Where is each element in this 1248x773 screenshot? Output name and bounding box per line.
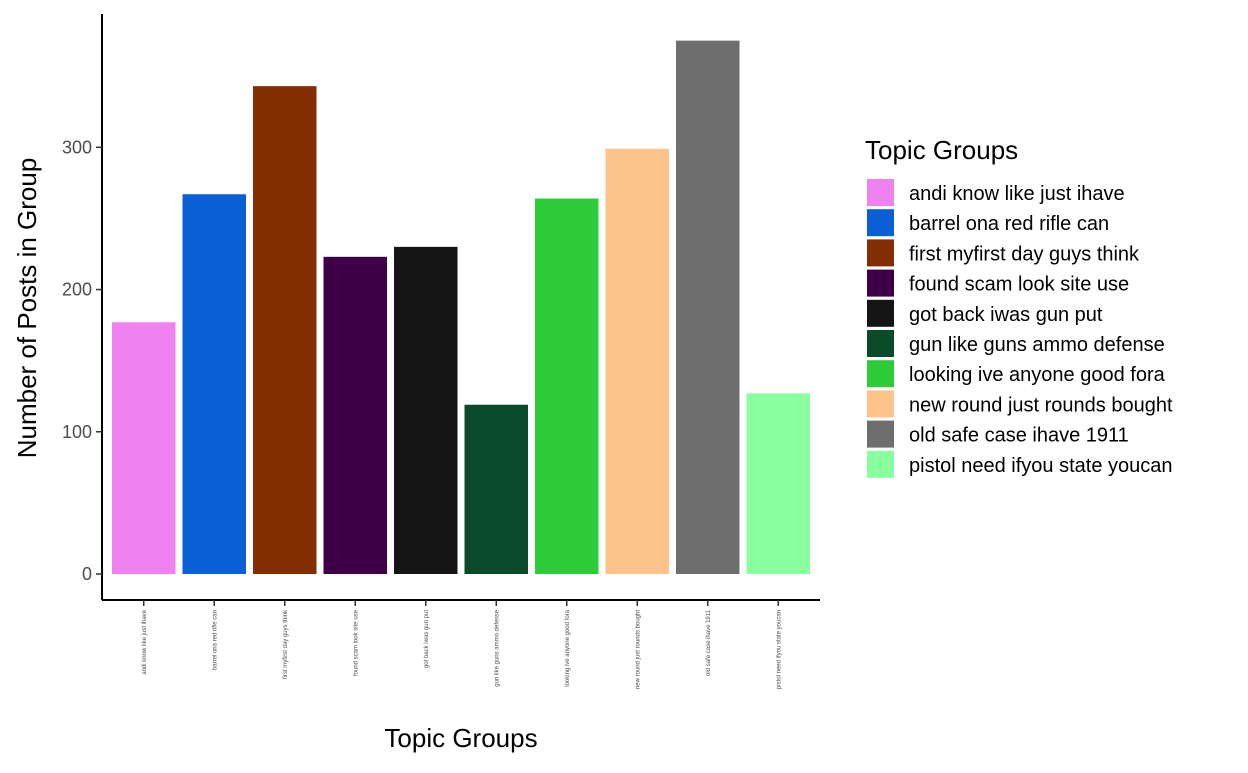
x-tick-label: found scam look site use xyxy=(353,609,359,676)
x-axis: andi know like just ihave barrel ona red … xyxy=(102,599,820,689)
legend-label-2: barrel ona red rifle can xyxy=(909,213,1109,235)
y-axis-title: Number of Posts in Group xyxy=(12,158,42,459)
legend-swatch-9 xyxy=(867,420,894,448)
x-tick-label: old safe case ihave 1911 xyxy=(706,609,712,676)
bar-1 xyxy=(112,322,176,574)
legend-label-7: looking ive anyone good fora xyxy=(909,364,1166,386)
legend-swatch-7 xyxy=(867,360,894,388)
legend-label-1: andi know like just ihave xyxy=(909,183,1125,205)
bar-9 xyxy=(676,40,740,575)
legend-label-4: found scam look site use xyxy=(909,274,1129,296)
legend-swatch-2 xyxy=(867,209,894,237)
bar-4 xyxy=(323,256,387,574)
y-tick-label: 300 xyxy=(62,137,92,157)
legend-swatch-1 xyxy=(867,179,894,206)
legend: Topic Groups andi know like just ihave ba… xyxy=(865,135,1173,478)
legend-swatch-10 xyxy=(867,450,894,478)
legend-swatch-4 xyxy=(867,269,894,297)
y-axis: 0 100 200 300 xyxy=(62,14,103,600)
bar-2 xyxy=(182,194,246,575)
x-tick-label: got back iwas gun put xyxy=(424,610,430,668)
bar-10 xyxy=(746,393,810,574)
x-tick-label: new round just rounds bought xyxy=(635,610,641,689)
bar-8 xyxy=(605,148,669,574)
x-tick-label: first myfirst day guys think xyxy=(283,609,289,679)
legend-label-3: first myfirst day guys think xyxy=(909,243,1140,265)
y-tick-label: 100 xyxy=(62,422,92,442)
bars-layer xyxy=(112,40,810,575)
legend-label-5: got back iwas gun put xyxy=(909,304,1103,326)
legend-swatch-5 xyxy=(867,299,894,327)
x-tick-label: gun like guns ammo defense xyxy=(494,609,500,686)
x-tick-label: barrel ona red rifle can xyxy=(212,610,218,670)
bar-5 xyxy=(394,246,458,575)
legend-items: andi know like just ihave barrel ona red … xyxy=(867,179,1173,478)
legend-label-10: pistol need ifyou state youcan xyxy=(909,455,1173,477)
legend-label-8: new round just rounds bought xyxy=(909,394,1173,416)
y-tick-label: 0 xyxy=(82,564,92,584)
legend-label-9: old safe case ihave 1911 xyxy=(909,425,1129,447)
bar-7 xyxy=(535,198,599,574)
legend-swatch-3 xyxy=(867,239,894,267)
legend-swatch-8 xyxy=(867,390,894,418)
x-tick-label: looking ive anyone good fora xyxy=(565,609,571,686)
bar-6 xyxy=(464,404,528,574)
legend-title: Topic Groups xyxy=(865,135,1018,165)
legend-label-6: gun like guns ammo defense xyxy=(909,334,1165,356)
x-axis-title: Topic Groups xyxy=(384,723,537,753)
x-tick-label: pistol need ifyou state youcan xyxy=(776,610,782,689)
y-tick-label: 200 xyxy=(62,280,92,300)
legend-swatch-6 xyxy=(867,330,894,357)
x-tick-label: andi know like just ihave xyxy=(142,609,148,674)
bar-3 xyxy=(253,86,317,574)
